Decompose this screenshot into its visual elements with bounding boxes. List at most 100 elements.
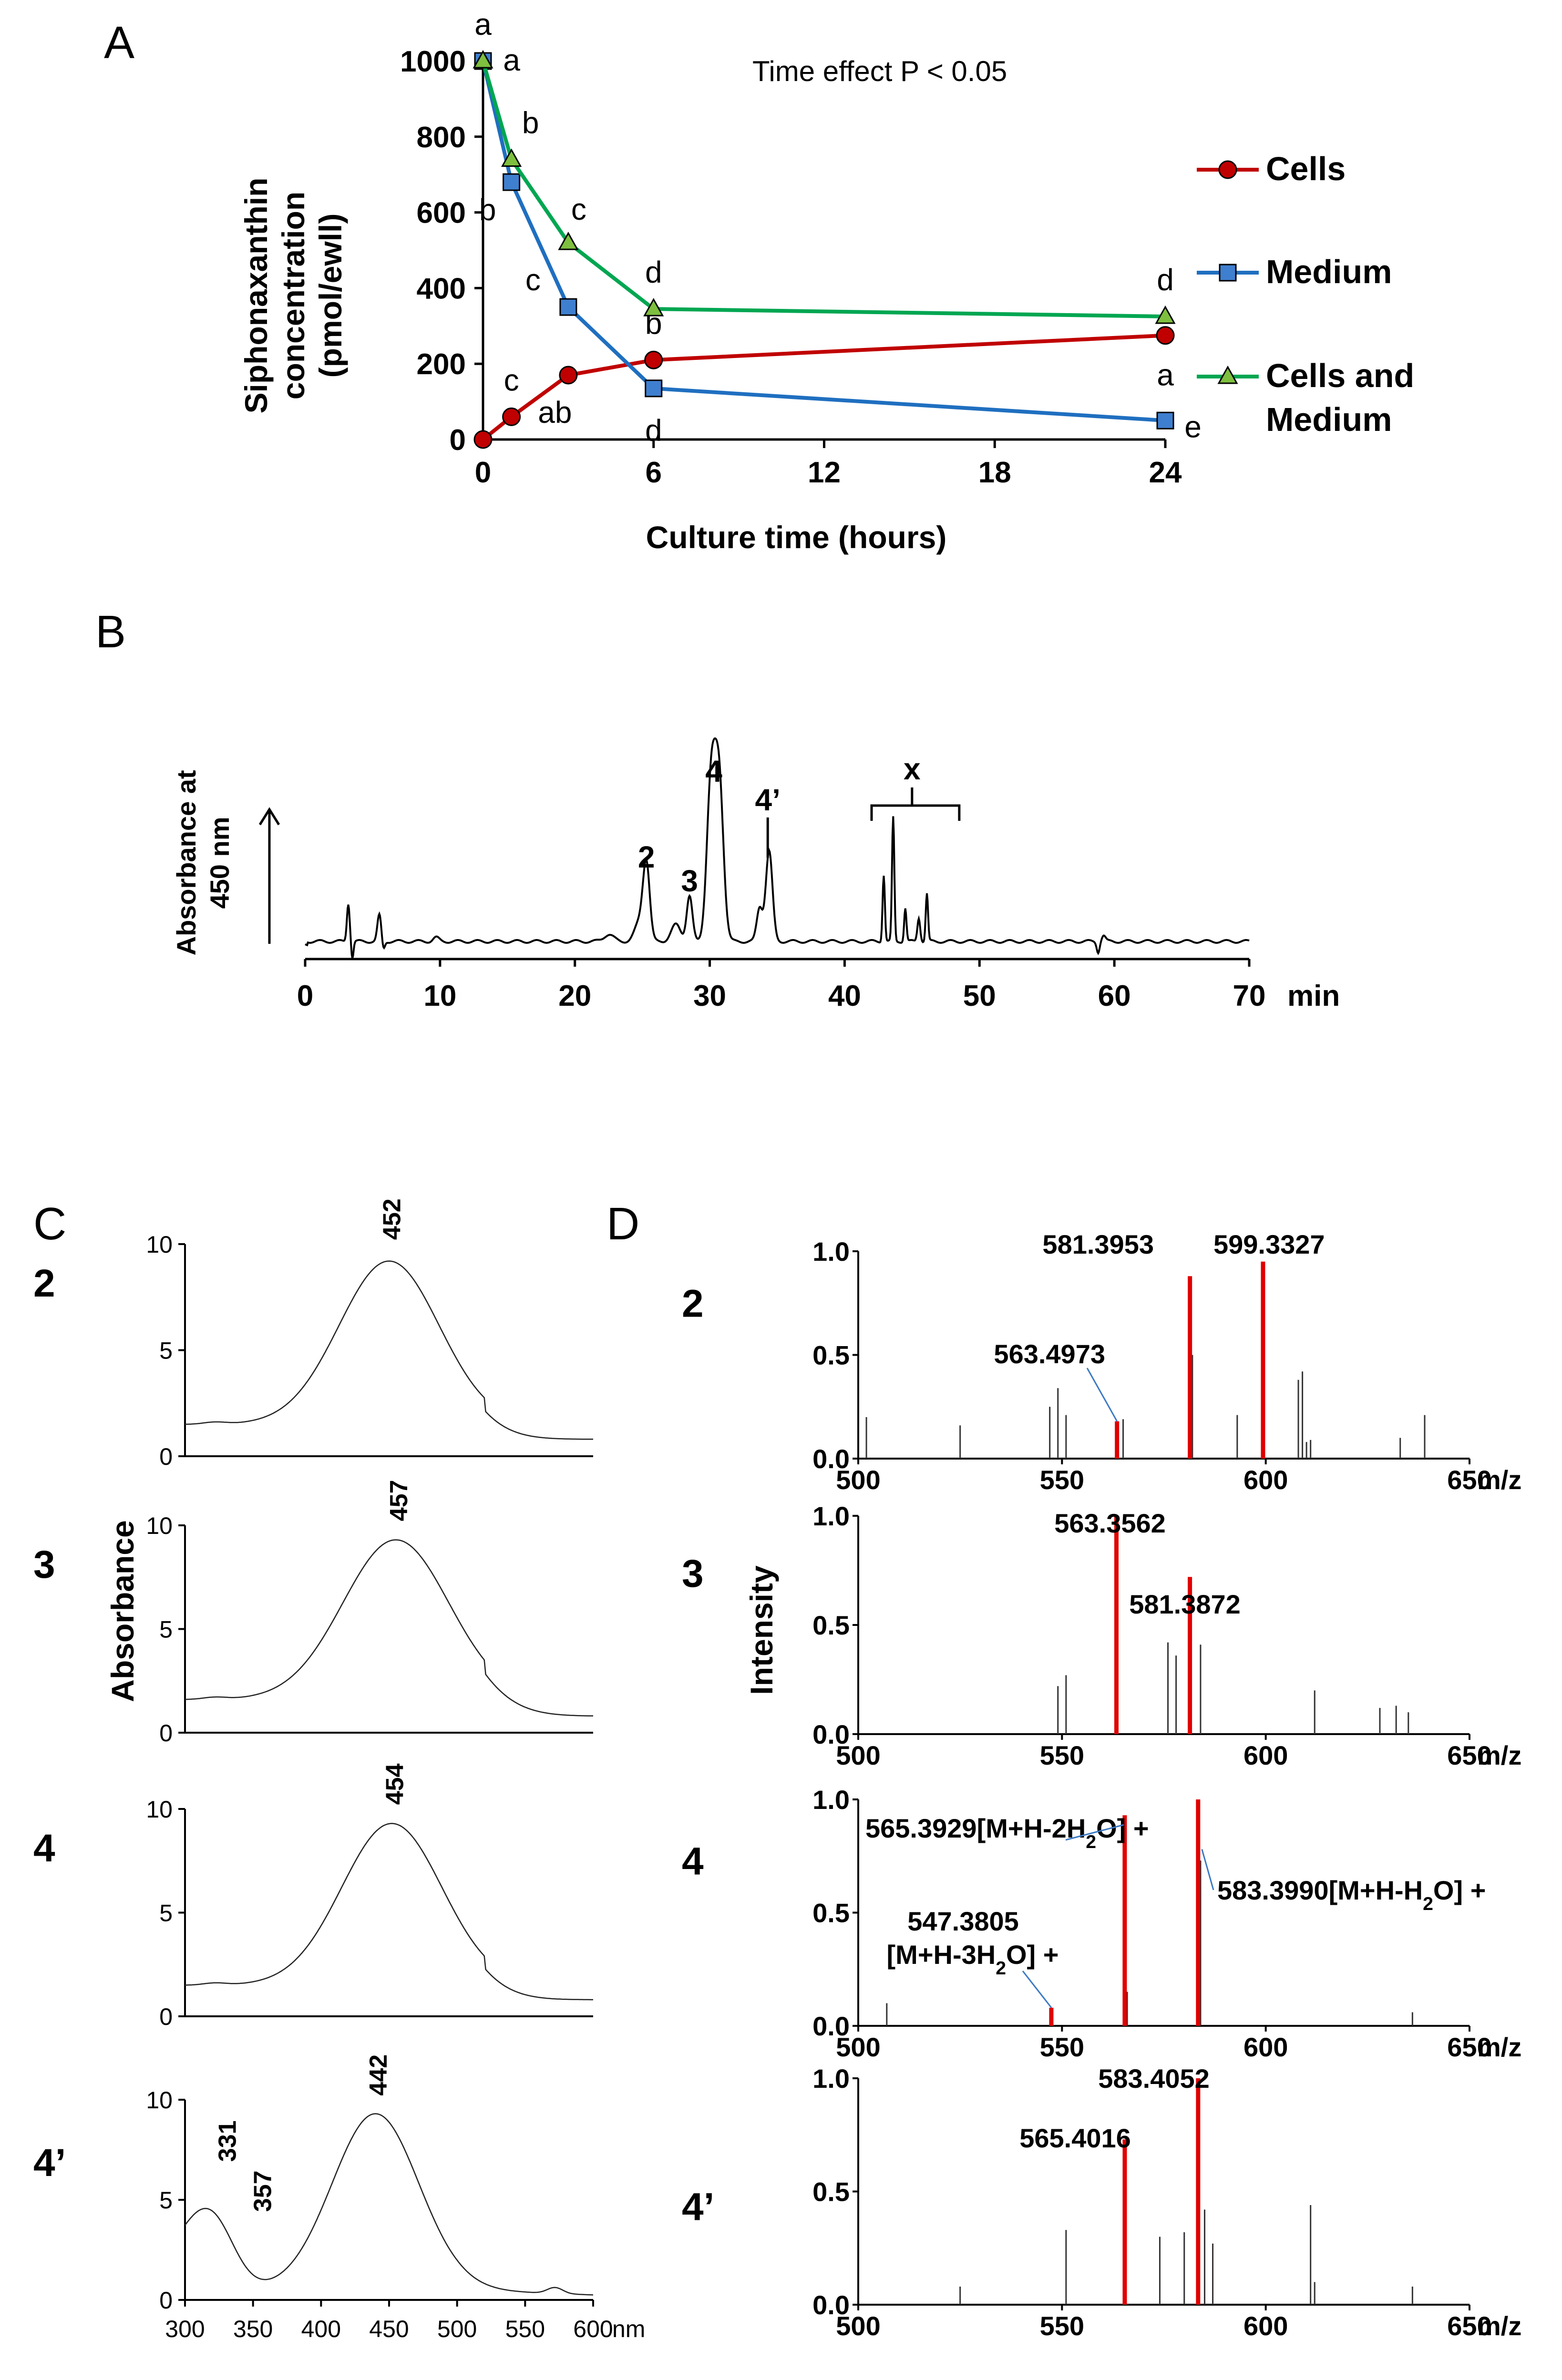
compound-label: 4’ — [682, 2186, 714, 2229]
cells-medium-data-point — [501, 148, 522, 167]
legend-label-1: Medium — [1266, 253, 1392, 290]
series-line-1 — [481, 61, 1166, 423]
label-leader-line — [1201, 1849, 1214, 1890]
d-y-tick-label: 0.5 — [812, 1898, 850, 1928]
ion-mz-label: 547.3805 — [907, 1906, 1019, 1936]
label-leader-line — [1065, 1824, 1124, 1841]
panel-label-b: B — [95, 606, 126, 657]
d-x-tick-label: 600 — [1243, 2032, 1288, 2062]
d-y-tick-label: 0.5 — [812, 1610, 850, 1640]
d-y-tick-label: 1.0 — [812, 1501, 850, 1531]
compound-label: 4’ — [33, 2141, 66, 2185]
y-tick-label: 600 — [417, 197, 466, 230]
x-tick-label: 20 — [558, 980, 591, 1012]
panel-label-d: D — [606, 1198, 639, 1249]
panel-b-y-axis-title: Absorbance at 450 nm — [171, 770, 235, 956]
legend-marker-cells-medium — [1217, 365, 1238, 384]
series-line-2 — [481, 60, 1166, 318]
c-y-tick-label: 5 — [159, 2187, 173, 2214]
d-x-tick-label: 500 — [836, 2311, 880, 2341]
c-y-tick-label: 0 — [159, 1720, 173, 1747]
significance-letter: ab — [538, 395, 572, 429]
c-y-tick-label: 0 — [159, 1443, 173, 1470]
d-y-tick-label: 0.0 — [812, 2011, 850, 2041]
d-y-tick-label: 1.0 — [812, 1785, 850, 1815]
d-y-tick-label: 1.0 — [812, 2063, 850, 2094]
x-tick-label: 6 — [646, 456, 662, 489]
d-x-tick-label: 650 — [1447, 1465, 1491, 1495]
y-title-line-3: (pmol/ewll) — [313, 214, 348, 378]
panel-b-axes: 0 10 20 30 40 50 60 70 min — [297, 958, 1340, 1012]
panel-a-x-axis-title: Culture time (hours) — [646, 520, 947, 555]
panel-a-y-axis-title: Siphonaxanthin concentration (pmol/ewll) — [238, 178, 348, 414]
ion-mz-label: 565.3929[M+H-2H2O] + — [865, 1813, 1149, 1852]
peak-x-bracket — [870, 787, 961, 821]
panel-b-chromatogram: Absorbance at 450 nm 0 10 20 30 40 50 60 70 min … — [171, 737, 1340, 1012]
d-x-unit: m/z — [1477, 1465, 1521, 1495]
x-tick-label: 40 — [828, 980, 861, 1012]
compound-label: 4 — [682, 1840, 704, 1883]
c-x-tick-label: 450 — [369, 2316, 409, 2342]
medium-data-point — [645, 379, 663, 398]
c-y-tick-label: 0 — [159, 2003, 173, 2030]
c-y-tick-label: 10 — [146, 2087, 173, 2114]
x-tick-label: 30 — [693, 980, 726, 1012]
significance-letter: d — [1157, 263, 1174, 297]
c-x-tick-label: 350 — [233, 2316, 273, 2342]
d-x-tick-label: 550 — [1040, 1465, 1084, 1495]
cells-data-point — [559, 366, 578, 385]
lambda-max-label: 457 — [385, 1480, 413, 1522]
y-axis-arrow-icon — [258, 807, 280, 944]
panel-c-spectra: 2 0 5 10 452 3 0 5 10 457 4 0 5 10 454 4’ 0 5 10 331 357 442 3… — [33, 1198, 645, 2342]
legend-marker-medium — [1219, 264, 1237, 282]
series-line-0 — [482, 333, 1166, 441]
ion-mz-label: 563.3562 — [1054, 1508, 1166, 1538]
significance-letter: a — [503, 43, 520, 77]
cells-data-point — [473, 430, 493, 449]
d-y-tick-label: 0.0 — [812, 2290, 850, 2320]
y-tick-label: 0 — [450, 424, 466, 457]
d-y-tick-label: 0.5 — [812, 2177, 850, 2207]
lambda-max-label: 452 — [379, 1198, 406, 1240]
lambda-max-label: 357 — [249, 2170, 277, 2212]
significance-letter: b — [522, 105, 539, 140]
d-x-tick-label: 600 — [1243, 2311, 1288, 2341]
uv-spectrum-curve — [185, 1823, 593, 2001]
d-x-unit: m/z — [1477, 2032, 1521, 2062]
x-tick-label: 10 — [423, 980, 456, 1012]
x-tick-label: 70 — [1233, 980, 1266, 1012]
y-title-line-1: Siphonaxanthin — [238, 178, 274, 414]
panel-label-a: A — [104, 17, 134, 68]
cells-data-point — [1156, 326, 1175, 345]
d-x-tick-label: 650 — [1447, 1740, 1491, 1770]
c-x-tick-label: 600 — [573, 2316, 613, 2342]
peak-label: 4 — [705, 754, 722, 788]
x-tick-label: 24 — [1149, 456, 1182, 489]
peak-label: 4’ — [755, 783, 781, 817]
panel-b-x-unit: min — [1287, 980, 1340, 1012]
y-tick-label: 400 — [417, 272, 466, 305]
panel-d-y-axis-title: Intensity — [744, 1565, 779, 1695]
d-x-unit: m/z — [1477, 1740, 1521, 1770]
c-x-tick-label: 550 — [505, 2316, 545, 2342]
significance-letter: e — [1184, 409, 1202, 444]
lambda-max-label: 442 — [365, 2054, 392, 2096]
c-x-tick-label: 300 — [165, 2316, 205, 2342]
c-y-tick-label: 10 — [146, 1512, 173, 1539]
panel-a-line-chart: Time effect P < 0.05 Siphonaxanthin conc… — [238, 7, 1414, 555]
compound-label: 2 — [682, 1282, 704, 1326]
ion-mz-label: 565.4016 — [1019, 2123, 1131, 2153]
x-tick-label: 50 — [963, 980, 996, 1012]
d-x-tick-label: 600 — [1243, 1465, 1288, 1495]
d-y-tick-label: 0.0 — [812, 1719, 850, 1749]
legend-marker-cells — [1218, 160, 1237, 179]
lambda-max-label: 454 — [381, 1763, 409, 1805]
cells-medium-data-point — [558, 232, 579, 250]
uv-spectrum-curve — [185, 1260, 593, 1440]
ion-mz-label: 599.3327 — [1213, 1229, 1325, 1259]
legend-label-2: Cells and — [1266, 357, 1414, 394]
x-tick-label: 12 — [808, 456, 841, 489]
ion-mz-label: [M+H-3H2O] + — [887, 1940, 1059, 1979]
